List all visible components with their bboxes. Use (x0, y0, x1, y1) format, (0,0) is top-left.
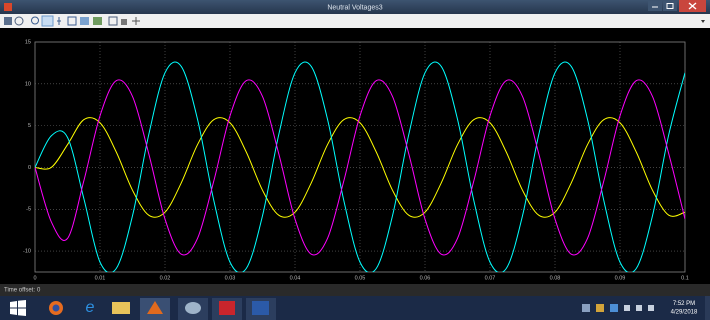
x-tick-label: 0.03 (225, 275, 236, 281)
x-tick-label: 0.07 (485, 275, 496, 281)
maximize-button[interactable] (663, 1, 677, 11)
x-tick-label: 0 (33, 275, 36, 281)
x-tick-label: 0.04 (290, 275, 301, 281)
y-tick-label: -5 (26, 207, 31, 213)
clock-time: 7:52 PM (673, 301, 695, 307)
explorer-icon[interactable] (112, 302, 130, 314)
screen: Neutral Voltages3 15 10 5 0 -5 -10 0 0.01 0.02 0.… (0, 0, 710, 320)
clock-date: 4/29/2018 (671, 310, 698, 316)
network-icon[interactable] (648, 305, 654, 311)
x-tick-label: 0.08 (550, 275, 561, 281)
save-axes-button[interactable] (80, 17, 89, 25)
zoom-x-button[interactable] (42, 16, 53, 26)
y-tick-label: 5 (28, 123, 31, 129)
firefox-inner (53, 305, 60, 312)
show-desktop[interactable] (705, 296, 710, 320)
pdf-icon (219, 301, 235, 315)
tray-icon[interactable] (610, 304, 618, 312)
volume-icon[interactable] (636, 305, 642, 311)
minimize-button[interactable] (648, 1, 662, 11)
x-tick-label: 0.1 (681, 275, 689, 281)
x-tick-label: 0.05 (355, 275, 366, 281)
window-title: Neutral Voltages3 (327, 4, 382, 11)
y-tick-label: 10 (25, 81, 31, 87)
x-tick-label: 0.02 (160, 275, 171, 281)
y-tick-label: 15 (25, 39, 31, 45)
paint-icon (185, 302, 201, 314)
tray-icon[interactable] (624, 305, 630, 311)
restore-axes-button[interactable] (93, 17, 102, 25)
app-icon (4, 3, 12, 11)
x-tick-label: 0.06 (420, 275, 431, 281)
tray-icon[interactable] (596, 304, 604, 312)
toolbar (0, 14, 710, 28)
print-button[interactable] (4, 17, 12, 25)
y-tick-label: -10 (23, 249, 31, 255)
time-offset-label: Time offset: (4, 288, 35, 294)
lock-button[interactable] (121, 19, 127, 25)
ie-icon[interactable]: e (86, 299, 95, 316)
x-tick-label: 0.09 (615, 275, 626, 281)
x-tick-label: 0.01 (95, 275, 106, 281)
status-bar (0, 284, 710, 296)
word-icon (252, 301, 269, 315)
y-tick-label: 0 (28, 165, 31, 171)
tray-icon[interactable] (582, 304, 590, 312)
